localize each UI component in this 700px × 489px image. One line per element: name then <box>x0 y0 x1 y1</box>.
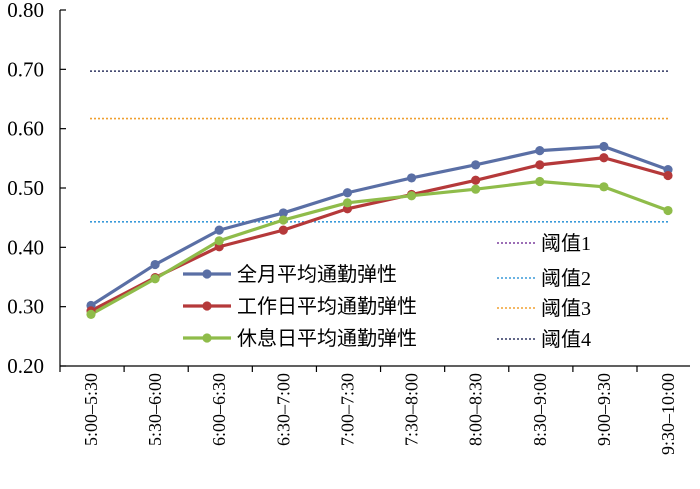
legend-label-threshold-3: 阈值3 <box>541 297 591 320</box>
series-2-point-9 <box>599 153 609 163</box>
threshold-lines <box>90 70 668 223</box>
series-3-point-3 <box>214 236 224 246</box>
series-3-point-5 <box>342 198 353 208</box>
series-3-point-9 <box>599 182 609 192</box>
legend-label-series-2: 工作日平均通勤弹性 <box>237 295 417 318</box>
series-1-point-4 <box>278 208 288 218</box>
legend-label-series-3: 休息日平均通勤弹性 <box>237 327 417 350</box>
x-tick-label: 8:30–9:00 <box>530 373 550 446</box>
series-3-point-8 <box>535 176 545 187</box>
series-2-point-10 <box>663 170 673 181</box>
y-tick-label: 0.40 <box>7 235 44 259</box>
legend-label-series-1: 全月平均通勤弹性 <box>237 263 397 286</box>
series-2-point-4 <box>278 225 288 235</box>
y-tick-label: 0.50 <box>7 176 44 200</box>
series-1-point-5 <box>342 188 353 198</box>
y-tick-label: 0.80 <box>7 0 44 22</box>
legend-label-threshold-4: 阈值4 <box>541 328 591 351</box>
x-tick-label: 9:00–9:30 <box>594 373 614 446</box>
series-1-point-8 <box>535 146 545 156</box>
legend-label-threshold-2: 阈值2 <box>541 267 591 290</box>
x-tick-label: 8:00–8:30 <box>466 373 486 446</box>
series-1-point-3 <box>214 225 224 235</box>
legend-marker-series-3 <box>202 333 212 343</box>
series-1-point-7 <box>471 160 481 170</box>
series-3-point-10 <box>663 205 673 216</box>
legend-marker-series-2 <box>202 301 212 311</box>
ticks: 0.20 0.30 0.40 0.50 0.60 0.70 0.80 5:00–5:30 5:3… <box>7 0 678 455</box>
x-tick-label: 6:00–6:30 <box>209 373 229 446</box>
series-3-point-2 <box>150 274 160 284</box>
series-1-point-6 <box>406 173 417 183</box>
series-line-2 <box>90 156 669 313</box>
series-line-3 <box>90 179 669 316</box>
series-line-1 <box>90 144 669 307</box>
x-tick-label: 5:00–5:30 <box>81 373 101 446</box>
x-tick-label: 7:30–8:00 <box>402 373 422 446</box>
y-tick-label: 0.20 <box>7 354 44 378</box>
series-3-point-7 <box>471 184 481 194</box>
series-1-point-9 <box>599 141 609 152</box>
legend-label-threshold-1: 阈值1 <box>541 232 591 255</box>
x-tick-label: 7:00–7:30 <box>337 373 357 446</box>
y-tick-label: 0.70 <box>7 57 44 81</box>
series-2-point-7 <box>471 175 481 185</box>
y-tick-label: 0.30 <box>7 295 44 319</box>
series-2-point-8 <box>535 160 545 170</box>
series-1-point-2 <box>150 259 160 270</box>
x-tick-label: 9:30–10:00 <box>658 373 678 455</box>
series-3-point-1 <box>86 309 96 319</box>
legend-marker-series-1 <box>202 269 212 279</box>
series-3-point-4 <box>278 215 288 225</box>
x-tick-label: 6:30–7:00 <box>273 373 293 446</box>
y-tick-label: 0.60 <box>7 117 44 141</box>
x-tick-label: 5:30–6:00 <box>145 373 165 446</box>
series-lines <box>86 141 673 319</box>
series-3-point-6 <box>406 191 417 201</box>
